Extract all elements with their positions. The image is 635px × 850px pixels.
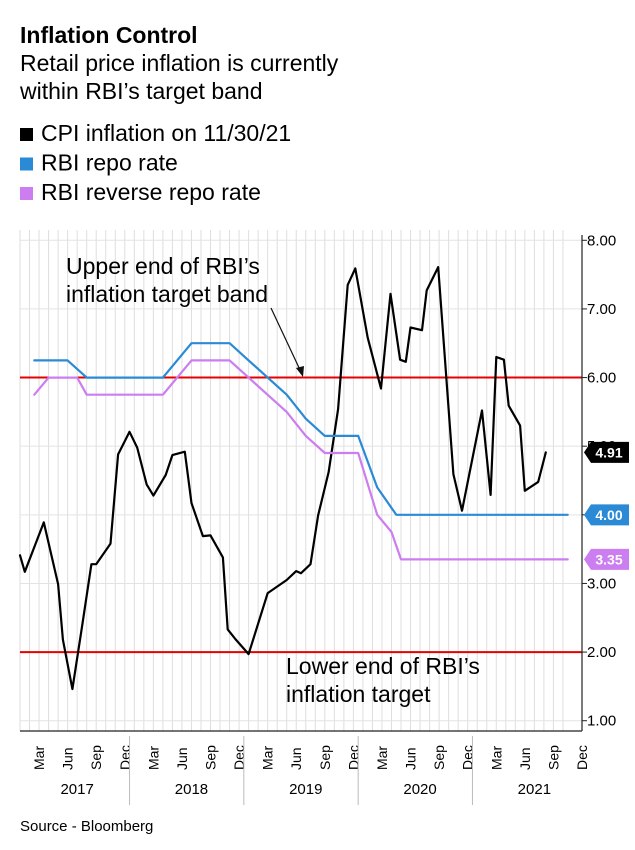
x-month-label: Mar (260, 746, 276, 770)
x-year-label: 2021 (518, 781, 551, 798)
x-month-label: Sep (203, 745, 219, 770)
x-year-label: 2017 (60, 781, 93, 798)
x-year-label: 2020 (403, 781, 436, 798)
annotation-pointer-arrowhead (296, 366, 304, 377)
annotation-pointer (270, 307, 302, 373)
legend-swatch-2 (20, 187, 33, 200)
lower-band-annotation-line-2: inflation target (286, 681, 431, 707)
x-month-label: Mar (31, 746, 47, 770)
upper-band-annotation-line-1: Upper end of RBI’s (66, 253, 260, 279)
x-month-label: Sep (88, 745, 104, 770)
x-month-label: Dec (231, 745, 247, 770)
chart-title: Inflation Control (20, 22, 198, 48)
end-badge-label-2: 3.35 (595, 551, 622, 567)
chart-subtitle-line-2: within RBI’s target band (19, 78, 263, 104)
end-badge-label-1: 4.00 (595, 507, 622, 523)
y-tick-label: 3.00 (587, 575, 616, 592)
series-line-2 (33, 359, 569, 561)
legend-label-1: RBI repo rate (41, 150, 178, 176)
x-month-label: Mar (488, 746, 504, 770)
x-month-label: Jun (288, 747, 304, 770)
x-month-label: Mar (374, 746, 390, 770)
chart-axes: 8.007.006.005.004.003.002.001.00MarJunSe… (20, 232, 616, 805)
x-month-label: Dec (345, 745, 361, 770)
end-badge-2 (584, 548, 629, 570)
legend-label-2: RBI reverse repo rate (41, 179, 261, 205)
x-year-label: 2019 (289, 781, 322, 798)
x-month-label: Jun (60, 747, 76, 770)
chart-legend: CPI inflation on 11/30/21 RBI repo rate RB… (20, 120, 291, 205)
y-tick-label: 1.00 (587, 713, 616, 730)
legend-swatch-0 (20, 128, 33, 141)
series-line-1 (33, 342, 569, 516)
lower-band-annotation-line-1: Lower end of RBI’s (286, 653, 480, 679)
x-month-label: Jun (174, 747, 190, 770)
end-value-badges: 4.91 4.00 3.35 (584, 441, 629, 570)
legend-label-0: CPI inflation on 11/30/21 (41, 120, 291, 146)
end-badge-label-0: 4.91 (595, 444, 622, 460)
y-tick-label: 6.00 (587, 370, 616, 387)
x-month-label: Dec (460, 745, 476, 770)
y-tick-label: 2.00 (587, 644, 616, 661)
x-year-label: 2018 (175, 781, 208, 798)
x-month-label: Jun (403, 747, 419, 770)
chart-subtitle-line-1: Retail price inflation is currently (20, 50, 339, 76)
end-badge-0 (584, 441, 629, 463)
legend-swatch-1 (20, 157, 33, 171)
x-month-label: Sep (431, 745, 447, 770)
x-month-label: Mar (145, 746, 161, 770)
x-month-label: Sep (545, 745, 561, 770)
series-lines (18, 266, 569, 691)
y-tick-label: 8.00 (587, 232, 616, 249)
x-month-label: Dec (117, 745, 133, 770)
x-month-label: Jun (517, 747, 533, 770)
end-badge-1 (584, 504, 629, 526)
upper-band-annotation-line-2: inflation target band (66, 281, 268, 307)
x-month-label: Dec (574, 745, 590, 770)
x-month-label: Sep (317, 745, 333, 770)
source-note: Source - Bloomberg (20, 818, 153, 835)
series-line-0 (18, 266, 547, 691)
y-tick-label: 7.00 (587, 301, 616, 318)
